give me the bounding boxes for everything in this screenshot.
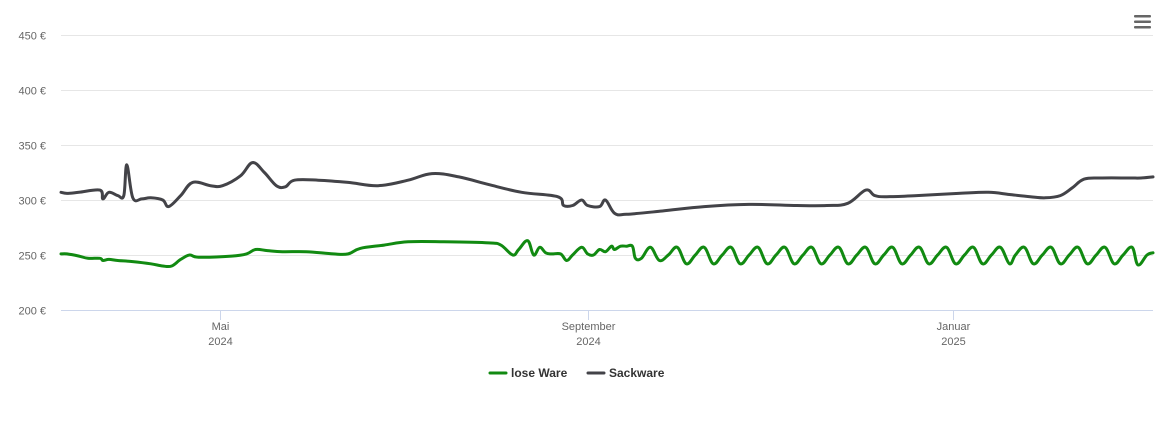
series-line-lose-ware[interactable] xyxy=(59,239,1155,269)
y-tick-label: 250 € xyxy=(18,251,46,263)
hamburger-menu-icon[interactable] xyxy=(1130,11,1154,33)
grid-lines xyxy=(61,35,1153,256)
legend-label-lose-ware: lose Ware xyxy=(511,366,568,380)
legend-item-lose-ware[interactable]: lose Ware xyxy=(488,366,568,380)
x-tick-year: 2025 xyxy=(941,336,965,348)
y-tick-label: 200 € xyxy=(18,306,46,318)
x-tick-month: Januar xyxy=(937,321,971,333)
x-tick-year: 2024 xyxy=(208,336,232,348)
x-tick-year: 2024 xyxy=(576,336,600,348)
legend-label-sackware: Sackware xyxy=(609,366,665,380)
x-tick-month: Mai xyxy=(212,321,230,333)
y-tick-label: 450 € xyxy=(18,31,46,43)
x-axis: Mai 2024 September 2024 Januar 2025 xyxy=(208,310,971,348)
y-tick-label: 400 € xyxy=(18,86,46,98)
y-axis: 200 € 250 € 300 € 350 € 400 € 450 € xyxy=(18,31,46,318)
y-tick-label: 350 € xyxy=(18,141,46,153)
y-tick-label: 300 € xyxy=(18,196,46,208)
legend-item-sackware[interactable]: Sackware xyxy=(586,366,665,380)
legend: lose Ware Sackware xyxy=(488,366,665,380)
x-tick-month: September xyxy=(562,321,616,333)
series-lines xyxy=(59,161,1155,269)
series-line-sackware[interactable] xyxy=(59,161,1155,217)
